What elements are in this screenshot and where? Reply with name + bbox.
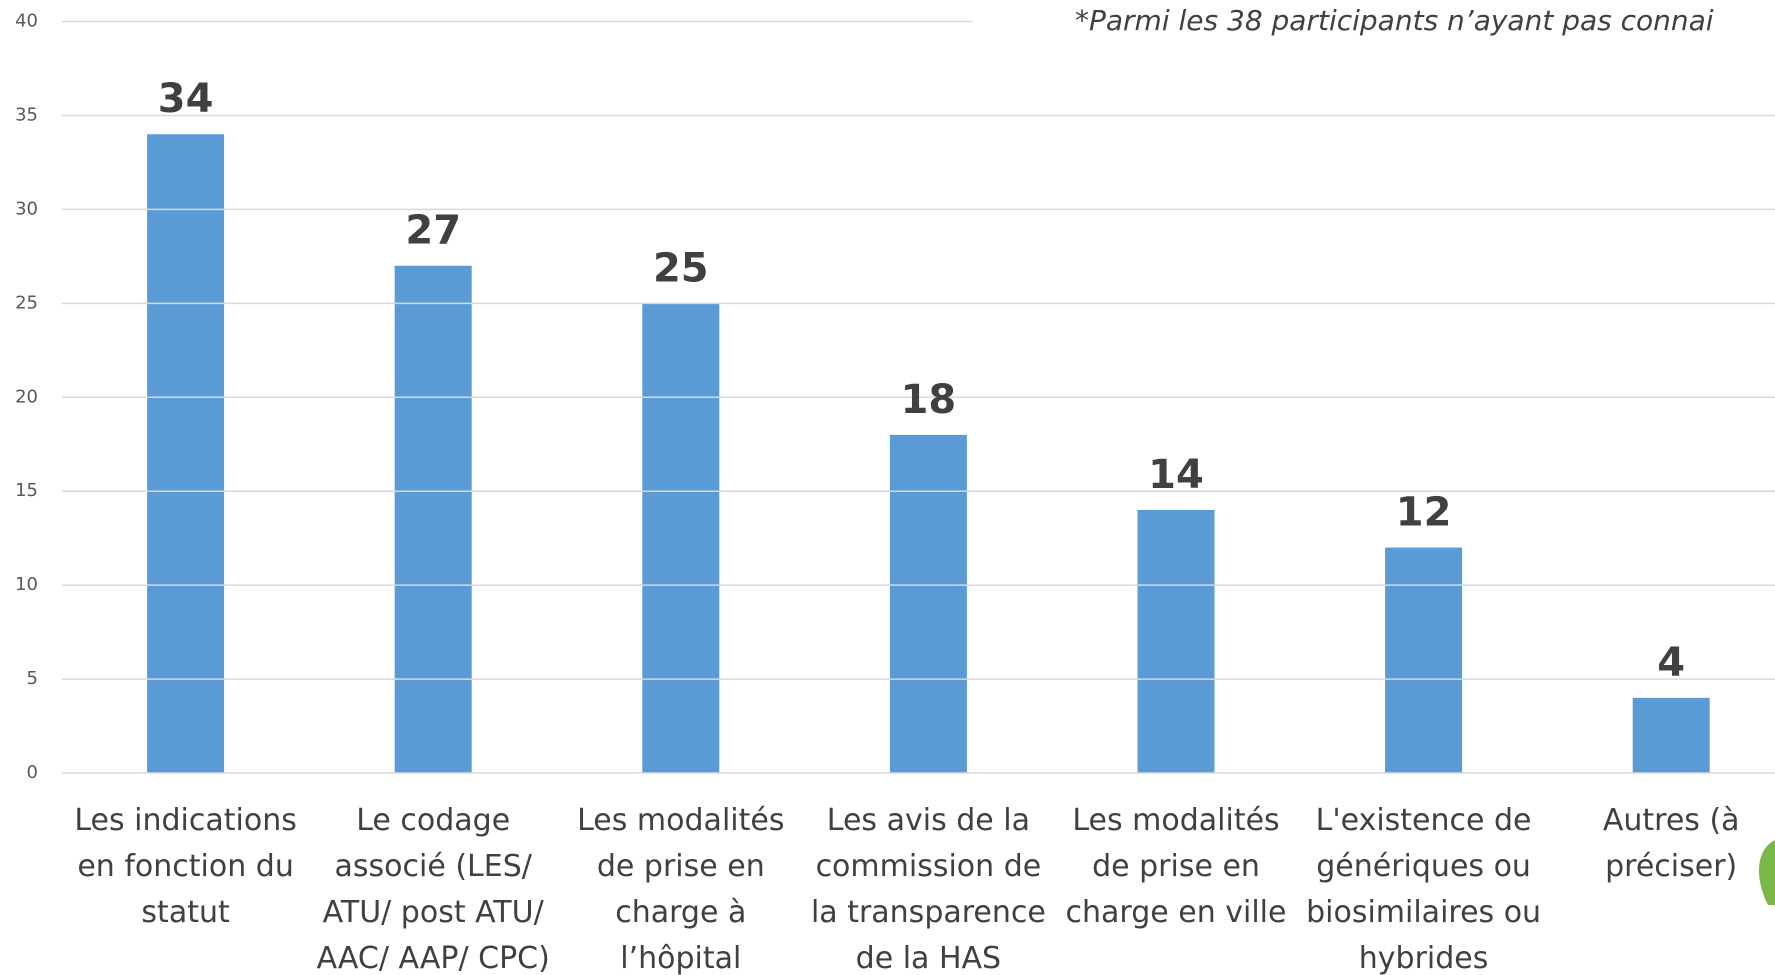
bar [642, 303, 720, 773]
y-tick-label: 0 [27, 762, 38, 783]
value-label: 14 [1148, 452, 1204, 498]
value-label: 18 [901, 377, 957, 423]
bar [889, 434, 967, 773]
note: *Parmi les 38 participants n’ayant pas c… [1075, 4, 1714, 37]
y-tick-label: 20 [15, 386, 38, 407]
value-label: 34 [158, 76, 214, 122]
bar [147, 134, 225, 774]
y-tick-label: 30 [15, 198, 38, 219]
value-label: 12 [1396, 490, 1452, 536]
bar [1632, 697, 1710, 773]
x-tick-label: Les modalités de prise en charge en vill… [1065, 803, 1287, 930]
bar [394, 265, 472, 773]
y-tick-label: 15 [15, 480, 38, 501]
bar [1137, 509, 1215, 773]
x-tick-label: Les avis de la commission de la transpar… [810, 803, 1046, 975]
y-tick-label: 35 [15, 104, 38, 125]
x-tick-label: Les modalités de prise en charge à l’hôp… [577, 803, 785, 975]
x-tick-label: Autres (à préciser) [1602, 803, 1740, 884]
y-tick-label: 40 [15, 11, 38, 32]
y-tick-label: 10 [15, 574, 38, 595]
value-label: 25 [653, 245, 709, 291]
y-tick-label: 25 [15, 292, 38, 313]
y-tick-label: 5 [27, 668, 38, 689]
leaf-decoration [1758, 840, 1775, 905]
value-label: 4 [1657, 640, 1685, 686]
x-tick-label: Le codage associé (LES/ ATU/ post ATU/ A… [316, 803, 550, 975]
bar [1385, 547, 1463, 773]
value-label: 27 [405, 208, 461, 254]
x-tick-label: L'existence de génériques ou biosimilair… [1306, 803, 1542, 975]
x-tick-label: Les indications en fonction du statut [74, 803, 297, 930]
